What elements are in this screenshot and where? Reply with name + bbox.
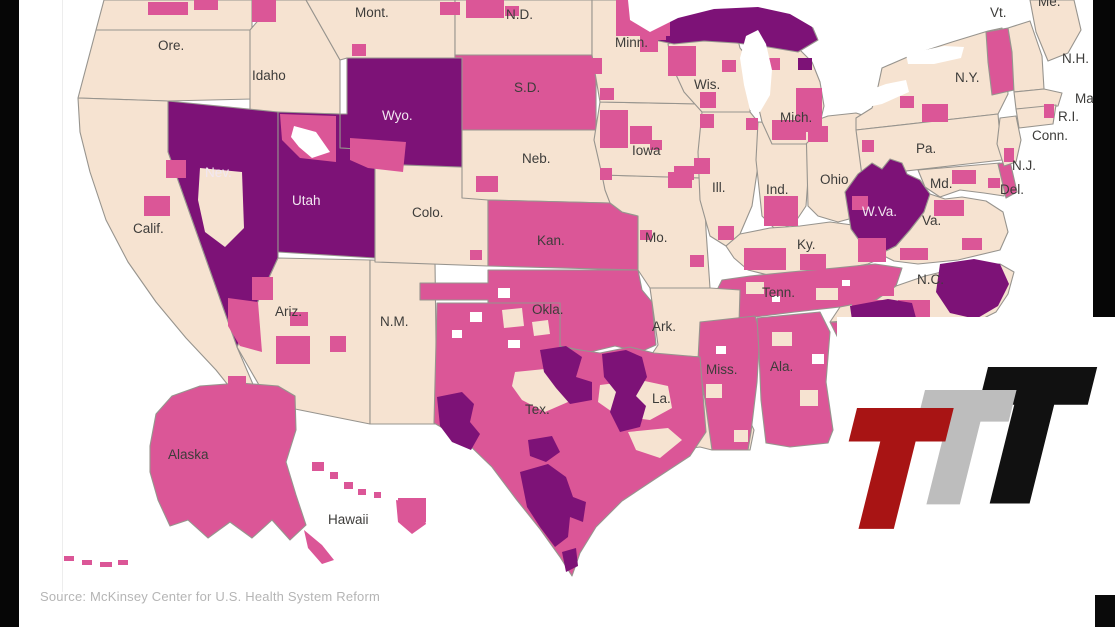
logo-t-red <box>848 408 954 529</box>
right-black-bar <box>1093 0 1115 317</box>
state-label-wis: Wis. <box>694 77 720 92</box>
left-black-bar <box>0 0 19 627</box>
state-label-colo: Colo. <box>412 205 444 220</box>
state-label-utah: Utah <box>292 193 321 208</box>
state-label-mont: Mont. <box>355 5 389 20</box>
state-label-minn: Minn. <box>615 35 648 50</box>
state-label-alaska: Alaska <box>168 447 209 462</box>
state-alaska-panhandle <box>304 530 334 564</box>
state-label-mich: Mich. <box>780 110 812 125</box>
state-label-ark: Ark. <box>652 319 676 334</box>
state-label-md: Md. <box>930 176 953 191</box>
lake-superior <box>628 0 824 34</box>
state-label-vt: Vt. <box>990 5 1007 20</box>
state-labels: Mont. N.D. Minn. Ore. Idaho Wis. S.D. Wyo. Mich.… <box>133 0 1094 527</box>
bottom-right-black-square <box>1095 595 1115 627</box>
state-label-ri: R.I. <box>1058 109 1079 124</box>
state-new-jersey <box>996 115 1022 167</box>
state-label-mo: Mo. <box>645 230 668 245</box>
state-label-ala: Ala. <box>770 359 793 374</box>
state-label-nd: N.D. <box>506 7 533 22</box>
purple-county-clusters <box>437 58 1009 572</box>
state-label-ma: Ma <box>1075 91 1094 106</box>
state-tennessee <box>711 263 903 321</box>
map-image-left-edge <box>62 0 63 592</box>
state-label-tex: Tex. <box>525 402 550 417</box>
state-label-neb: Neb. <box>522 151 551 166</box>
state-label-hawaii: Hawaii <box>328 512 369 527</box>
state-alaska <box>149 382 307 541</box>
state-label-ore: Ore. <box>158 38 184 53</box>
state-label-conn: Conn. <box>1032 128 1068 143</box>
state-label-nj: N.J. <box>1012 158 1036 173</box>
ttt-logo <box>848 367 1098 529</box>
state-label-nh: N.H. <box>1062 51 1089 66</box>
pink-county-patches <box>64 0 1054 567</box>
state-label-ky: Ky. <box>797 237 816 252</box>
state-label-ind: Ind. <box>766 182 789 197</box>
state-label-tenn: Tenn. <box>762 285 795 300</box>
state-maine <box>1029 0 1082 62</box>
state-label-me: Me. <box>1038 0 1061 9</box>
state-label-ny: N.Y. <box>955 70 980 85</box>
state-label-nc: N.C. <box>917 272 944 287</box>
source-attribution: Source: McKinsey Center for U.S. Health … <box>40 589 381 604</box>
state-illinois <box>697 111 761 247</box>
lake-huron <box>818 28 870 92</box>
state-label-ohio: Ohio <box>820 172 849 187</box>
state-label-nev: Nev. <box>205 165 232 180</box>
state-label-miss: Miss. <box>706 362 738 377</box>
great-lakes <box>628 0 964 112</box>
state-label-ariz: Ariz. <box>275 304 302 319</box>
state-oregon <box>77 29 253 102</box>
state-label-wyo: Wyo. <box>382 108 413 123</box>
lake-ontario <box>906 46 964 64</box>
state-label-va: Va. <box>922 213 941 228</box>
lake-michigan <box>740 30 772 112</box>
watermark-logo-box <box>837 317 1115 595</box>
state-california <box>77 97 259 401</box>
state-label-sd: S.D. <box>514 80 540 95</box>
lake-erie <box>848 80 909 110</box>
state-label-calif: Calif. <box>133 221 164 236</box>
state-label-del: Del. <box>1000 182 1024 197</box>
state-label-idaho: Idaho <box>252 68 286 83</box>
state-alabama <box>756 311 834 448</box>
state-label-iowa: Iowa <box>632 143 661 158</box>
state-label-pa: Pa. <box>916 141 936 156</box>
state-label-wva: W.Va. <box>862 204 897 219</box>
state-label-okla: Okla. <box>532 302 564 317</box>
state-label-nm: N.M. <box>380 314 409 329</box>
state-label-kan: Kan. <box>537 233 565 248</box>
state-label-ill: Ill. <box>712 180 726 195</box>
state-label-la: La. <box>652 391 671 406</box>
